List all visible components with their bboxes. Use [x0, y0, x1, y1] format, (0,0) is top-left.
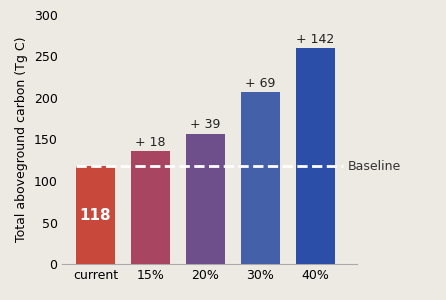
- Text: + 18: + 18: [135, 136, 166, 148]
- Y-axis label: Total aboveground carbon (Tg C): Total aboveground carbon (Tg C): [15, 37, 28, 242]
- Bar: [241, 92, 280, 264]
- Text: Baseline: Baseline: [347, 160, 401, 172]
- Text: + 142: + 142: [296, 33, 334, 46]
- Text: 118: 118: [80, 208, 112, 223]
- Bar: [131, 151, 170, 264]
- Bar: [76, 166, 116, 264]
- Bar: [186, 134, 225, 264]
- Text: + 69: + 69: [245, 77, 276, 90]
- Text: + 39: + 39: [190, 118, 221, 131]
- Bar: [296, 48, 335, 264]
